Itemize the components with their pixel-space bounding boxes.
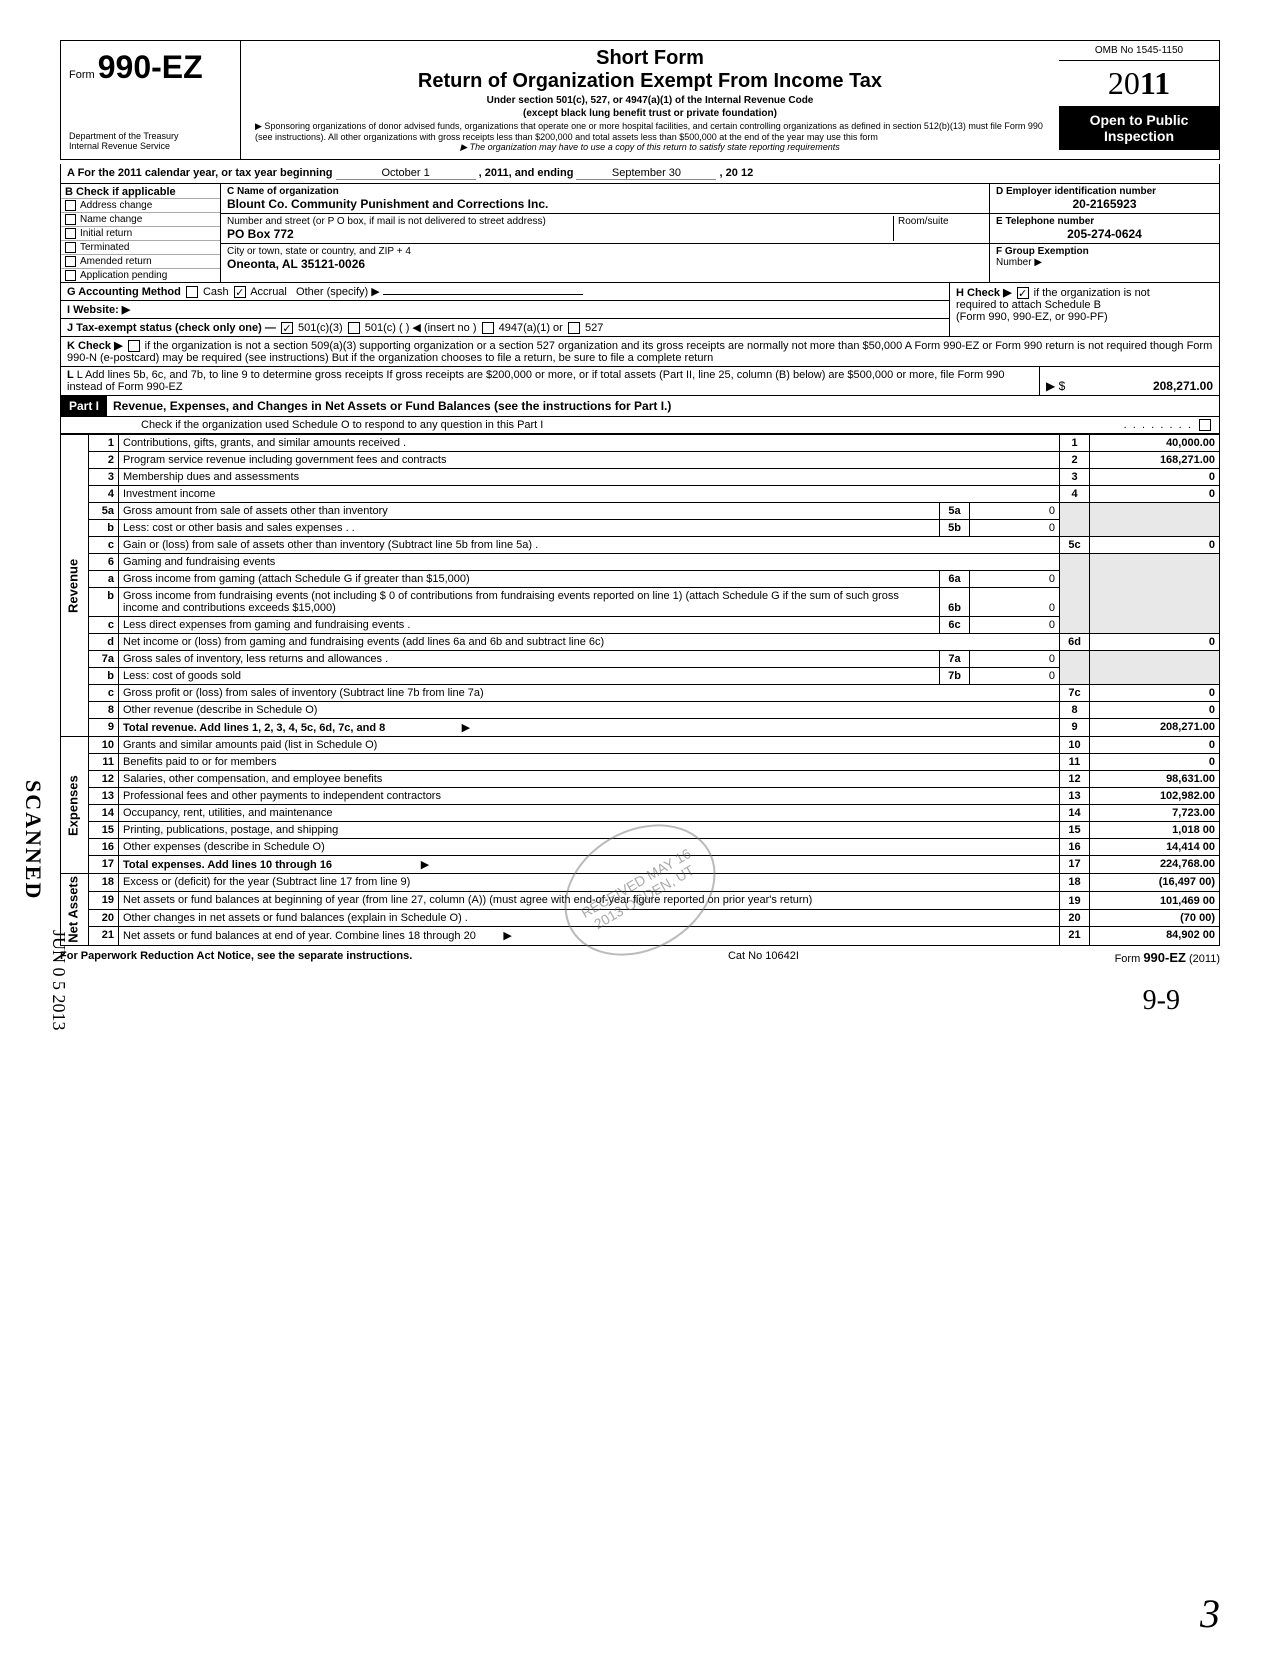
line-l-amount: 208,271.00: [1153, 379, 1213, 393]
revenue-label: Revenue: [61, 435, 89, 737]
addr-label: Number and street (or P O box, if mail i…: [227, 216, 546, 227]
year-end-month[interactable]: September 30: [576, 167, 716, 180]
side-scanned-stamp: SCANNED: [20, 780, 46, 900]
part1-header: Part I Revenue, Expenses, and Changes in…: [60, 396, 1220, 417]
footer-right: Form 990-EZ (2011): [1115, 950, 1220, 965]
line-3-amount: 0: [1090, 469, 1220, 486]
line-1-amount: 40,000.00: [1090, 435, 1220, 452]
check-initial-return[interactable]: Initial return: [61, 226, 220, 240]
line-k-text: if the organization is not a section 509…: [67, 340, 1212, 364]
line-6b-amount: 0: [970, 588, 1060, 617]
line-8-amount: 0: [1090, 702, 1220, 719]
open-public-badge: Open to Public Inspection: [1059, 106, 1219, 150]
line-14-amount: 7,723.00: [1090, 805, 1220, 822]
line-20-amount: (70 00): [1090, 909, 1220, 927]
org-name[interactable]: Blount Co. Community Punishment and Corr…: [227, 197, 548, 211]
check-501c3[interactable]: ✓: [281, 322, 293, 334]
line-4-amount: 0: [1090, 486, 1220, 503]
subtitle-code: Under section 501(c), 527, or 4947(a)(1)…: [247, 95, 1053, 106]
line-16-amount: 14,414 00: [1090, 839, 1220, 856]
header-note-2: ▶ The organization may have to use a cop…: [247, 142, 1053, 153]
section-d-label: D Employer identification number: [996, 186, 1156, 197]
line-9-amount: 208,271.00: [1090, 719, 1220, 737]
header-note-1: ▶ Sponsoring organizations of donor advi…: [247, 121, 1053, 142]
tax-year: 2011: [1059, 61, 1219, 106]
line-k: K Check ▶: [67, 340, 123, 352]
check-app-pending[interactable]: Application pending: [61, 268, 220, 282]
line-g: G Accounting Method: [67, 286, 181, 298]
title-short-form: Short Form: [247, 47, 1053, 70]
line-7c-amount: 0: [1090, 685, 1220, 702]
room-label: Room/suite: [898, 216, 949, 227]
line-6a-amount: 0: [970, 571, 1060, 588]
section-c-label: C Name of organization: [227, 186, 339, 197]
check-accrual[interactable]: ✓: [234, 286, 246, 298]
part1-check-line: Check if the organization used Schedule …: [141, 419, 543, 431]
line-j: J Tax-exempt status (check only one) —: [67, 322, 276, 334]
line-12-amount: 98,631.00: [1090, 771, 1220, 788]
line-a-end-year: , 20 12: [720, 167, 754, 179]
section-f-sub: Number ▶: [996, 257, 1042, 268]
line-10-amount: 0: [1090, 737, 1220, 754]
line-2-amount: 168,271.00: [1090, 452, 1220, 469]
subtitle-except: (except black lung benefit trust or priv…: [247, 108, 1053, 119]
section-a-row: A For the 2011 calendar year, or tax yea…: [60, 164, 1220, 396]
title-return: Return of Organization Exempt From Incom…: [247, 70, 1053, 93]
check-terminated[interactable]: Terminated: [61, 240, 220, 254]
check-cash[interactable]: [186, 286, 198, 298]
section-f-label: F Group Exemption: [996, 246, 1089, 257]
address[interactable]: PO Box 772: [227, 227, 294, 241]
check-501c[interactable]: [348, 322, 360, 334]
footer-cat: Cat No 10642I: [728, 950, 799, 965]
check-part1-schedule-o[interactable]: [1199, 419, 1211, 431]
line-6d-amount: 0: [1090, 634, 1220, 651]
ein[interactable]: 20-2165923: [996, 197, 1213, 211]
omb-number: OMB No 1545-1150: [1059, 41, 1219, 61]
netassets-label: Net Assets: [61, 874, 89, 946]
page-number: 3: [1200, 1590, 1220, 1637]
line-13-amount: 102,982.00: [1090, 788, 1220, 805]
city-label: City or town, state or country, and ZIP …: [227, 246, 411, 257]
line-i: I Website: ▶: [67, 304, 130, 316]
check-name-change[interactable]: Name change: [61, 212, 220, 226]
irs-label: Internal Revenue Service: [69, 141, 232, 151]
line-17-amount: 224,768.00: [1090, 856, 1220, 874]
check-amended[interactable]: Amended return: [61, 254, 220, 268]
line-h: H Check ▶: [956, 287, 1012, 299]
form-number: Form 990-EZ: [69, 49, 232, 86]
check-527[interactable]: [568, 322, 580, 334]
form-header: Form 990-EZ Department of the Treasury I…: [60, 40, 1220, 160]
line-6c-amount: 0: [970, 617, 1060, 634]
line-19-amount: 101,469 00: [1090, 892, 1220, 910]
line-5a-amount: 0: [970, 503, 1060, 520]
dept-treasury: Department of the Treasury: [69, 131, 232, 141]
line-21-amount: 84,902 00: [1090, 927, 1220, 946]
city-state-zip[interactable]: Oneonta, AL 35121-0026: [227, 257, 365, 271]
line-5c-amount: 0: [1090, 537, 1220, 554]
line-l-text: L Add lines 5b, 6c, and 7b, to line 9 to…: [67, 369, 1005, 393]
line-5b-amount: 0: [970, 520, 1060, 537]
year-begin[interactable]: October 1: [336, 167, 476, 180]
signature-mark: 9-9: [60, 965, 1220, 1017]
line-18-amount: (16,497 00): [1090, 874, 1220, 892]
phone[interactable]: 205-274-0624: [996, 227, 1213, 241]
check-address-change[interactable]: Address change: [61, 198, 220, 212]
check-k[interactable]: [128, 340, 140, 352]
section-b-header: B Check if applicable: [61, 186, 220, 198]
section-e-label: E Telephone number: [996, 216, 1094, 227]
line-11-amount: 0: [1090, 754, 1220, 771]
expenses-label: Expenses: [61, 737, 89, 874]
line-7b-amount: 0: [970, 668, 1060, 685]
check-4947[interactable]: [482, 322, 494, 334]
line-15-amount: 1,018 00: [1090, 822, 1220, 839]
line-a-mid: , 2011, and ending: [479, 167, 574, 179]
check-h[interactable]: ✓: [1017, 287, 1029, 299]
line-a-label: A For the 2011 calendar year, or tax yea…: [67, 167, 333, 179]
section-b-through-f: B Check if applicable Address change Nam…: [61, 184, 1219, 283]
footer-left: For Paperwork Reduction Act Notice, see …: [60, 950, 412, 965]
line-7a-amount: 0: [970, 651, 1060, 668]
